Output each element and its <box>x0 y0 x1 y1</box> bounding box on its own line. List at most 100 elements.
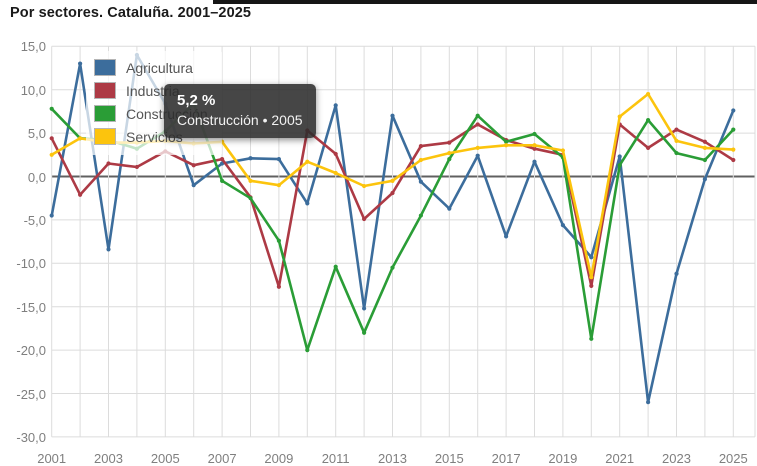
data-point[interactable] <box>134 164 139 170</box>
tooltip-value: 5,2 % <box>177 92 216 109</box>
y-axis-label: -15,0 <box>16 299 46 315</box>
data-point[interactable] <box>191 183 196 188</box>
data-point[interactable] <box>220 157 225 162</box>
data-point[interactable] <box>276 238 281 243</box>
data-point[interactable] <box>589 255 594 260</box>
y-axis-label: 10,0 <box>20 82 46 98</box>
data-point[interactable] <box>191 163 196 168</box>
data-point[interactable] <box>49 106 54 111</box>
data-point[interactable] <box>305 348 310 353</box>
data-point[interactable] <box>362 216 367 222</box>
data-point[interactable] <box>106 161 111 166</box>
y-axis-label: -5,0 <box>23 212 46 228</box>
data-point[interactable] <box>447 157 452 162</box>
y-axis-label: 15,0 <box>20 39 46 55</box>
data-point[interactable] <box>49 152 54 157</box>
data-point[interactable] <box>418 179 423 184</box>
data-point[interactable] <box>674 127 679 132</box>
x-axis-label: 2013 <box>378 451 407 466</box>
data-point[interactable] <box>248 178 253 183</box>
x-axis-label: 2005 <box>150 451 180 466</box>
data-point[interactable] <box>646 117 651 123</box>
x-axis-label: 2021 <box>605 451 635 466</box>
data-point[interactable] <box>220 178 225 183</box>
data-point[interactable] <box>532 143 537 148</box>
data-point[interactable] <box>78 192 83 197</box>
data-point[interactable] <box>702 145 708 150</box>
x-axis-label: 2009 <box>264 451 294 466</box>
data-point[interactable] <box>390 190 395 196</box>
data-point[interactable] <box>418 157 423 163</box>
data-point[interactable] <box>532 159 537 164</box>
data-point[interactable] <box>248 156 253 161</box>
data-point[interactable] <box>418 213 423 218</box>
y-axis-label: -30,0 <box>16 429 46 445</box>
x-axis-label: 2003 <box>94 451 123 466</box>
chart-title: Por sectores. Cataluña. 2001–2025 <box>10 5 252 21</box>
data-point[interactable] <box>475 113 480 118</box>
data-point[interactable] <box>617 154 622 159</box>
data-point[interactable] <box>276 183 281 188</box>
data-point[interactable] <box>390 265 395 270</box>
data-point[interactable] <box>248 196 253 201</box>
data-point[interactable] <box>560 148 566 153</box>
data-point[interactable] <box>362 306 367 311</box>
data-point[interactable] <box>702 157 708 163</box>
data-point[interactable] <box>49 136 54 141</box>
data-point[interactable] <box>447 150 452 156</box>
data-point[interactable] <box>276 157 281 162</box>
data-point[interactable] <box>447 206 452 211</box>
data-point[interactable] <box>333 264 338 269</box>
data-point[interactable] <box>589 275 594 280</box>
data-point[interactable] <box>731 127 736 132</box>
data-point[interactable] <box>333 151 338 157</box>
data-point[interactable] <box>504 139 509 144</box>
data-point[interactable] <box>617 163 622 168</box>
data-point[interactable] <box>78 136 83 141</box>
data-point[interactable] <box>475 145 480 150</box>
data-point[interactable] <box>674 271 679 276</box>
data-point[interactable] <box>276 284 281 289</box>
chart-tooltip: 5,2 % Construcción • 2005 <box>164 84 316 138</box>
data-point[interactable] <box>390 113 395 118</box>
data-point[interactable] <box>418 144 423 149</box>
data-point[interactable] <box>504 143 509 148</box>
data-point[interactable] <box>49 213 54 218</box>
legend-swatch-icon <box>94 128 116 145</box>
data-point[interactable] <box>674 138 679 144</box>
data-point[interactable] <box>305 159 310 164</box>
data-point[interactable] <box>617 114 622 119</box>
top-dark-strip <box>213 0 757 4</box>
data-point[interactable] <box>106 247 111 252</box>
data-point[interactable] <box>475 122 480 127</box>
data-point[interactable] <box>646 145 651 150</box>
data-point[interactable] <box>731 157 736 163</box>
data-point[interactable] <box>333 170 338 176</box>
x-axis-label: 2001 <box>37 451 67 466</box>
data-point[interactable] <box>333 103 338 108</box>
data-point[interactable] <box>702 139 708 144</box>
data-point[interactable] <box>78 61 83 66</box>
data-point[interactable] <box>731 108 736 113</box>
x-axis-label: 2019 <box>548 451 578 466</box>
y-axis-label: -25,0 <box>16 386 46 402</box>
data-point[interactable] <box>674 150 679 156</box>
data-point[interactable] <box>589 283 594 288</box>
data-point[interactable] <box>447 140 452 145</box>
data-point[interactable] <box>560 223 566 228</box>
data-point[interactable] <box>589 336 594 341</box>
data-point[interactable] <box>504 234 509 239</box>
data-point[interactable] <box>305 201 310 206</box>
data-point[interactable] <box>731 147 736 152</box>
legend-item-agricultura: Agricultura <box>94 56 208 79</box>
data-point[interactable] <box>362 330 367 335</box>
data-point[interactable] <box>646 400 651 405</box>
data-point[interactable] <box>702 177 708 182</box>
data-point[interactable] <box>362 183 367 189</box>
data-point[interactable] <box>646 91 651 97</box>
data-point[interactable] <box>532 146 537 151</box>
data-point[interactable] <box>390 178 395 183</box>
data-point[interactable] <box>475 153 480 158</box>
data-point[interactable] <box>532 131 537 137</box>
